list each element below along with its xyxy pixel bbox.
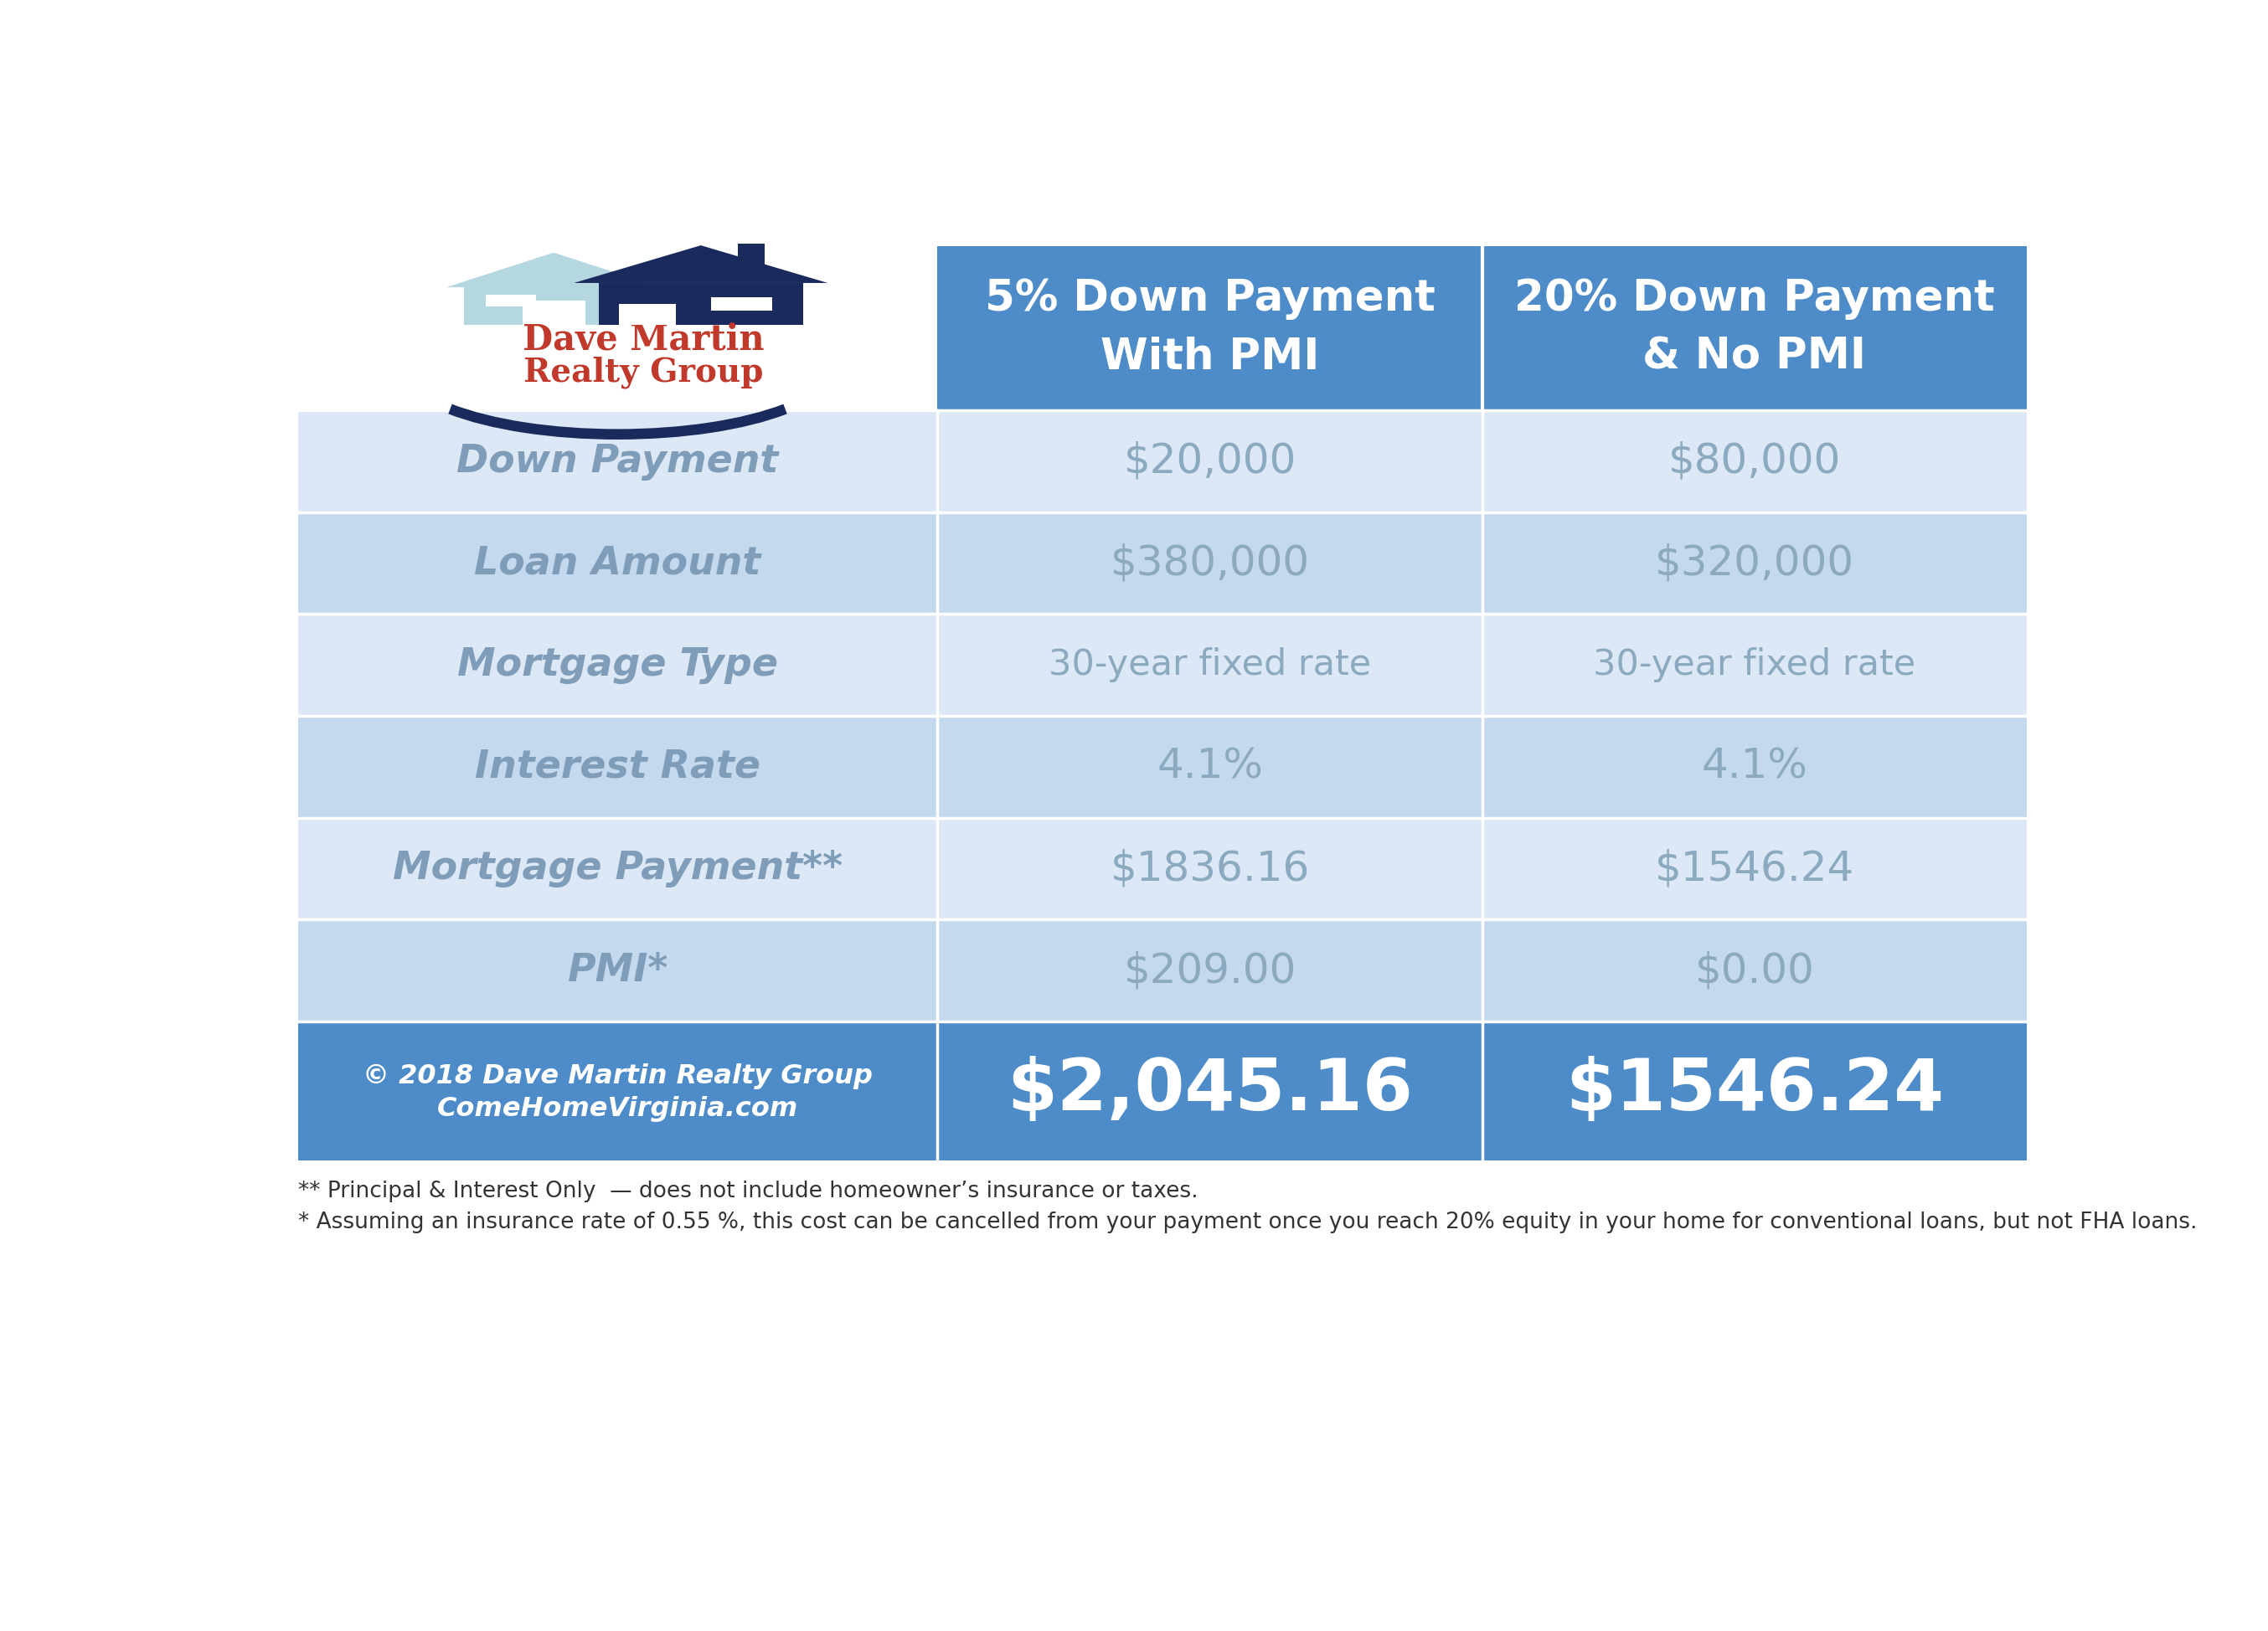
Text: $1546.24: $1546.24 [1565, 1057, 1944, 1125]
Text: Mortgage Type: Mortgage Type [458, 646, 778, 683]
Bar [937, 920, 1483, 1021]
Text: 4.1%: 4.1% [1701, 747, 1808, 788]
Bar [937, 615, 1483, 716]
Text: $20,000: $20,000 [1123, 442, 1297, 481]
Polygon shape [574, 245, 828, 282]
Text: Loan Amount: Loan Amount [474, 545, 762, 582]
Text: Interest Rate: Interest Rate [474, 749, 760, 786]
Text: PMI*: PMI* [567, 953, 669, 990]
Bar [1483, 920, 2028, 1021]
Bar [599, 282, 803, 325]
Bar [297, 1021, 937, 1160]
Bar [619, 303, 676, 325]
Bar [297, 615, 937, 716]
Text: 5% Down Payment
With PMI: 5% Down Payment With PMI [984, 279, 1436, 378]
Bar [297, 716, 937, 817]
Bar [937, 1021, 1483, 1160]
Bar [712, 297, 773, 310]
Bar [297, 920, 937, 1021]
Bar [1483, 1021, 2028, 1160]
Text: Mortgage Payment**: Mortgage Payment** [392, 850, 844, 887]
Text: $1836.16: $1836.16 [1109, 848, 1309, 889]
Text: $209.00: $209.00 [1123, 951, 1297, 990]
Bar [1483, 246, 2028, 411]
Text: $80,000: $80,000 [1669, 442, 1842, 481]
Text: 4.1%: 4.1% [1157, 747, 1263, 788]
Text: $2,045.16: $2,045.16 [1007, 1057, 1413, 1125]
Bar [465, 287, 644, 325]
Text: Realty Group: Realty Group [524, 356, 764, 388]
Bar [1483, 817, 2028, 920]
Bar [737, 243, 764, 266]
Bar [485, 295, 535, 307]
Text: © 2018 Dave Martin Realty Group: © 2018 Dave Martin Realty Group [363, 1063, 873, 1090]
Text: $1546.24: $1546.24 [1656, 848, 1855, 889]
Polygon shape [447, 253, 662, 287]
Bar [297, 411, 937, 512]
Text: $320,000: $320,000 [1656, 543, 1855, 584]
Bar [1483, 512, 2028, 615]
Text: Down Payment: Down Payment [456, 442, 778, 480]
Bar [937, 512, 1483, 615]
Text: $0.00: $0.00 [1694, 951, 1814, 990]
Text: 30-year fixed rate: 30-year fixed rate [1048, 648, 1372, 683]
Text: 20% Down Payment
& No PMI: 20% Down Payment & No PMI [1515, 279, 1996, 378]
Text: ** Principal & Interest Only  — does not include homeowner’s insurance or taxes.: ** Principal & Interest Only — does not … [297, 1181, 1198, 1202]
Bar [1483, 615, 2028, 716]
Bar [297, 246, 937, 411]
Text: Dave Martin: Dave Martin [522, 323, 764, 357]
Bar [937, 817, 1483, 920]
Text: ComeHomeVirginia.com: ComeHomeVirginia.com [438, 1096, 798, 1122]
Bar [937, 411, 1483, 512]
Bar [1483, 411, 2028, 512]
Text: 30-year fixed rate: 30-year fixed rate [1594, 648, 1916, 683]
Bar [937, 716, 1483, 817]
Text: $380,000: $380,000 [1109, 543, 1309, 584]
Bar [297, 817, 937, 920]
Bar [522, 300, 585, 325]
Bar [297, 512, 937, 615]
Text: * Assuming an insurance rate of 0.55 %, this cost can be cancelled from your pay: * Assuming an insurance rate of 0.55 %, … [297, 1212, 2198, 1233]
Bar [937, 246, 1483, 411]
Bar [1483, 716, 2028, 817]
